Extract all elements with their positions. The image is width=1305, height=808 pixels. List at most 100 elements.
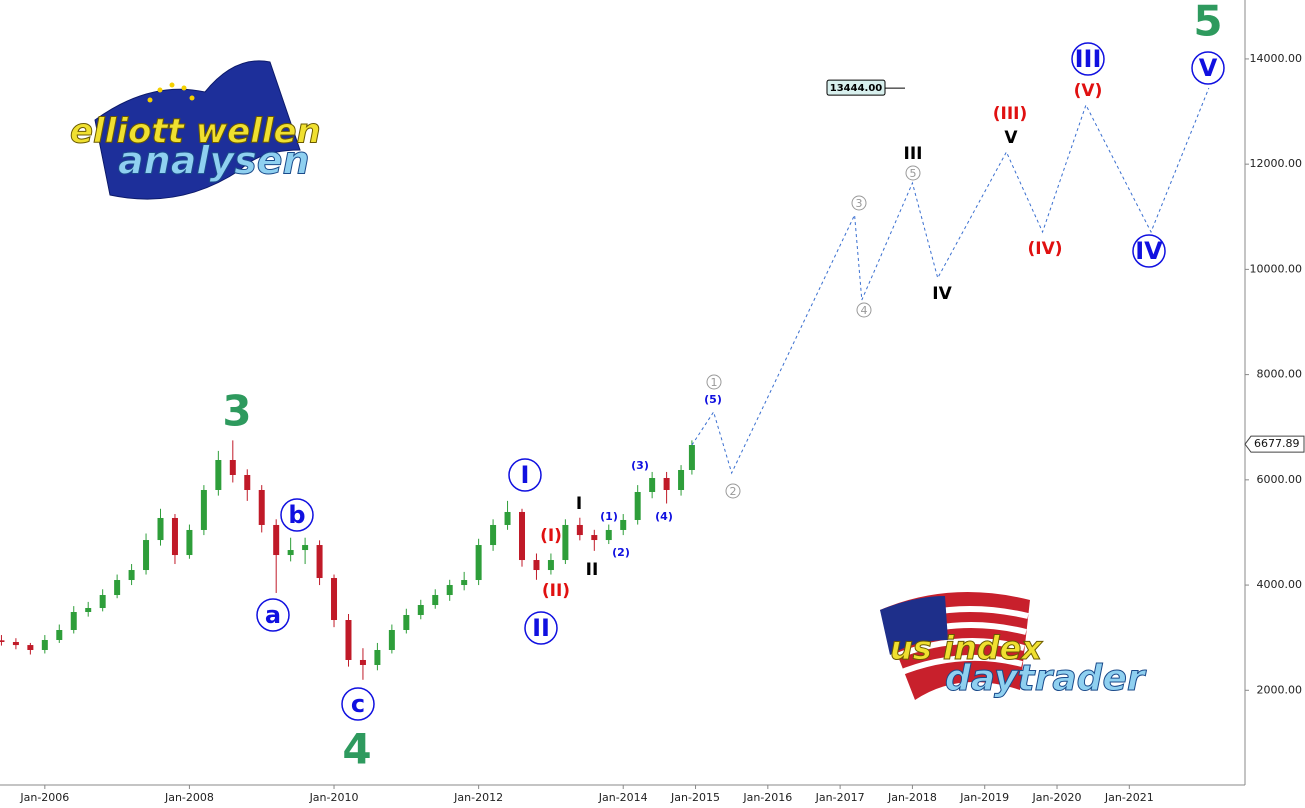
- target-box: [826, 79, 886, 96]
- wave-label: 3: [856, 197, 863, 210]
- logo-text: daytrader: [945, 658, 1147, 699]
- candle-body: [0, 640, 5, 642]
- candle-body: [649, 477, 656, 492]
- x-tick-label: Jan-2019: [959, 791, 1009, 804]
- x-tick-label: Jan-2010: [309, 791, 359, 804]
- wave-circle: [1132, 234, 1166, 268]
- wave-label: III: [1075, 45, 1102, 73]
- wave-label: (III): [993, 104, 1028, 124]
- wave-circle: [524, 611, 558, 645]
- wave-label: 4: [861, 304, 868, 317]
- wave-label: 5: [1193, 0, 1222, 46]
- wave-circle: [851, 195, 867, 211]
- candle-body: [244, 474, 251, 490]
- wave-label: V: [1004, 128, 1018, 148]
- y-tick-label: 12000.00: [1250, 157, 1303, 170]
- y-tick-label: 8000.00: [1257, 368, 1303, 381]
- y-tick-label: 14000.00: [1250, 52, 1303, 65]
- candle-body: [533, 560, 540, 571]
- wave-label: (V): [1074, 81, 1103, 101]
- wave-circle: [508, 458, 542, 492]
- projection-line: [691, 87, 1210, 475]
- x-tick-label: Jan-2016: [742, 791, 792, 804]
- wave-circle: [280, 498, 314, 532]
- wave-label: (2): [612, 546, 630, 559]
- wave-label: 4: [342, 725, 371, 774]
- wave-label: III: [904, 144, 923, 164]
- x-tick-label: Jan-2020: [1032, 791, 1082, 804]
- wave-circle: [1191, 51, 1225, 85]
- wave-label: (1): [600, 510, 618, 523]
- candle-body: [114, 580, 121, 596]
- candle-body: [12, 641, 19, 646]
- candle-body: [591, 535, 598, 541]
- candle-body: [461, 580, 468, 586]
- last-price-label: 6677.89: [1254, 437, 1300, 450]
- candle-body: [490, 524, 497, 546]
- wave-label: IV: [932, 284, 952, 304]
- x-tick-label: Jan-2006: [19, 791, 69, 804]
- x-tick-label: Jan-2015: [670, 791, 720, 804]
- candle-body: [634, 491, 641, 520]
- wave-label: I: [576, 494, 582, 514]
- candle-body: [620, 519, 627, 530]
- candle-body: [316, 545, 323, 579]
- candle-body: [504, 511, 511, 525]
- x-tick-label: Jan-2018: [887, 791, 937, 804]
- logo-euro: elliott wellen analysen: [70, 60, 321, 200]
- wave-circle: [856, 302, 872, 318]
- candle-body: [519, 511, 526, 561]
- candle-body: [417, 605, 424, 616]
- logo-text: us index: [890, 629, 1043, 667]
- candle-body: [215, 460, 222, 490]
- wave-label: V: [1199, 54, 1218, 82]
- wave-circle: [725, 483, 741, 499]
- wave-circle: [905, 165, 921, 181]
- candle-body: [475, 545, 482, 581]
- x-tick-label: Jan-2012: [453, 791, 503, 804]
- wave-label: 1: [711, 376, 718, 389]
- candle-body: [85, 608, 92, 613]
- wave-label: b: [288, 501, 305, 529]
- candle-body: [186, 529, 193, 556]
- candle-body: [562, 524, 569, 561]
- candle-body: [143, 540, 150, 571]
- wave-label: IV: [1135, 237, 1163, 265]
- candle-body: [678, 470, 685, 490]
- candle-body: [302, 545, 309, 551]
- x-tick-label: Jan-2021: [1104, 791, 1154, 804]
- candle-body: [688, 445, 695, 471]
- y-tick-label: 2000.00: [1257, 683, 1303, 696]
- wave-label: c: [351, 690, 365, 718]
- logo-text: elliott wellen: [70, 112, 321, 152]
- logo-text: analysen: [118, 139, 310, 183]
- candle-body: [331, 578, 338, 621]
- wave-label: 2: [730, 485, 737, 498]
- candle-body: [258, 489, 265, 525]
- wave-label: 5: [910, 167, 917, 180]
- wave-label: (IV): [1027, 239, 1062, 259]
- candle-body: [27, 645, 34, 650]
- wave-label: 3: [222, 387, 251, 436]
- x-tick-label: Jan-2017: [815, 791, 865, 804]
- wave-circle: [1071, 42, 1105, 76]
- x-tick-label: Jan-2008: [164, 791, 214, 804]
- candle-body: [359, 659, 366, 665]
- target-label: 13444.00: [830, 83, 883, 94]
- y-tick-label: 4000.00: [1257, 578, 1303, 591]
- wave-circle: [256, 598, 290, 632]
- candle-body: [229, 460, 236, 475]
- x-tick-label: Jan-2014: [598, 791, 648, 804]
- y-tick-label: 6000.00: [1257, 473, 1303, 486]
- candle-body: [576, 524, 583, 536]
- candle-body: [273, 524, 280, 556]
- candle-body: [446, 585, 453, 596]
- wave-label: II: [586, 560, 599, 580]
- candle-body: [157, 517, 164, 541]
- y-tick-label: 10000.00: [1250, 262, 1303, 275]
- candle-body: [70, 612, 77, 630]
- candle-body: [171, 517, 178, 556]
- candle-body: [41, 639, 48, 650]
- wave-label: a: [265, 601, 281, 629]
